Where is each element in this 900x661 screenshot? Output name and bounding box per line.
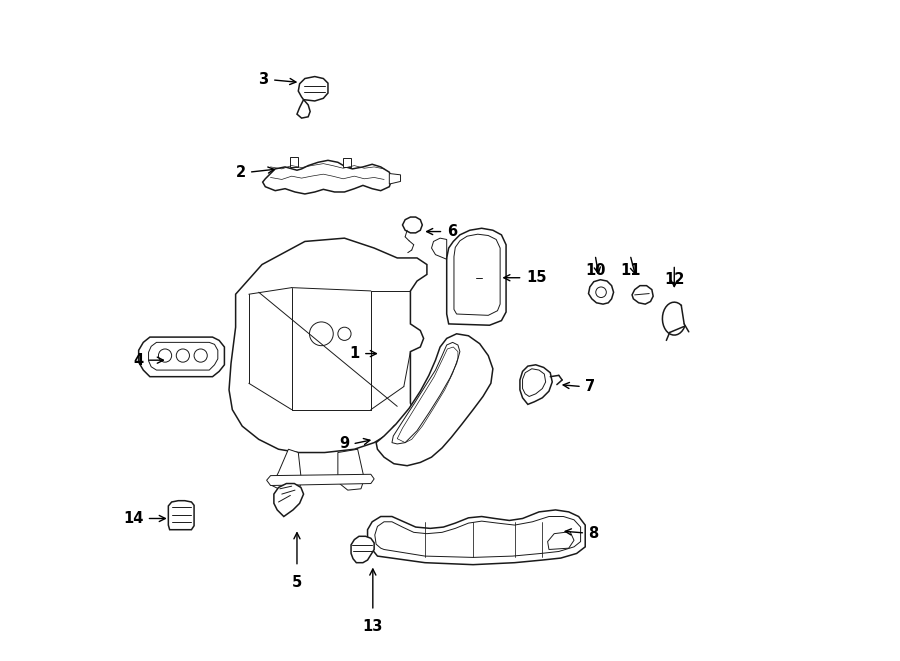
Text: 9: 9 <box>339 436 349 451</box>
Polygon shape <box>297 100 310 118</box>
Text: 10: 10 <box>585 262 606 278</box>
Text: 2: 2 <box>236 165 246 180</box>
Text: 3: 3 <box>258 72 268 87</box>
Polygon shape <box>274 484 303 516</box>
Polygon shape <box>446 228 506 325</box>
Polygon shape <box>266 475 374 486</box>
Polygon shape <box>390 174 400 184</box>
Text: 4: 4 <box>133 353 143 368</box>
Polygon shape <box>632 286 653 304</box>
Polygon shape <box>402 217 422 233</box>
Polygon shape <box>291 157 298 167</box>
Polygon shape <box>298 77 328 101</box>
Text: 12: 12 <box>664 272 685 288</box>
Polygon shape <box>139 337 224 377</box>
Polygon shape <box>168 500 194 529</box>
Text: 6: 6 <box>446 224 457 239</box>
Polygon shape <box>272 449 302 492</box>
Polygon shape <box>376 334 493 466</box>
Polygon shape <box>589 280 614 304</box>
Polygon shape <box>229 238 427 453</box>
Text: 15: 15 <box>526 270 546 286</box>
Text: 7: 7 <box>585 379 595 394</box>
Text: 14: 14 <box>123 511 143 526</box>
Text: 5: 5 <box>292 574 302 590</box>
Text: 8: 8 <box>589 525 598 541</box>
Polygon shape <box>338 449 364 490</box>
Polygon shape <box>367 510 585 564</box>
Text: 1: 1 <box>349 346 360 361</box>
Polygon shape <box>351 536 374 563</box>
Text: 13: 13 <box>363 619 383 634</box>
Text: 11: 11 <box>620 262 640 278</box>
Polygon shape <box>263 161 392 194</box>
Polygon shape <box>520 365 553 405</box>
Polygon shape <box>343 158 351 167</box>
